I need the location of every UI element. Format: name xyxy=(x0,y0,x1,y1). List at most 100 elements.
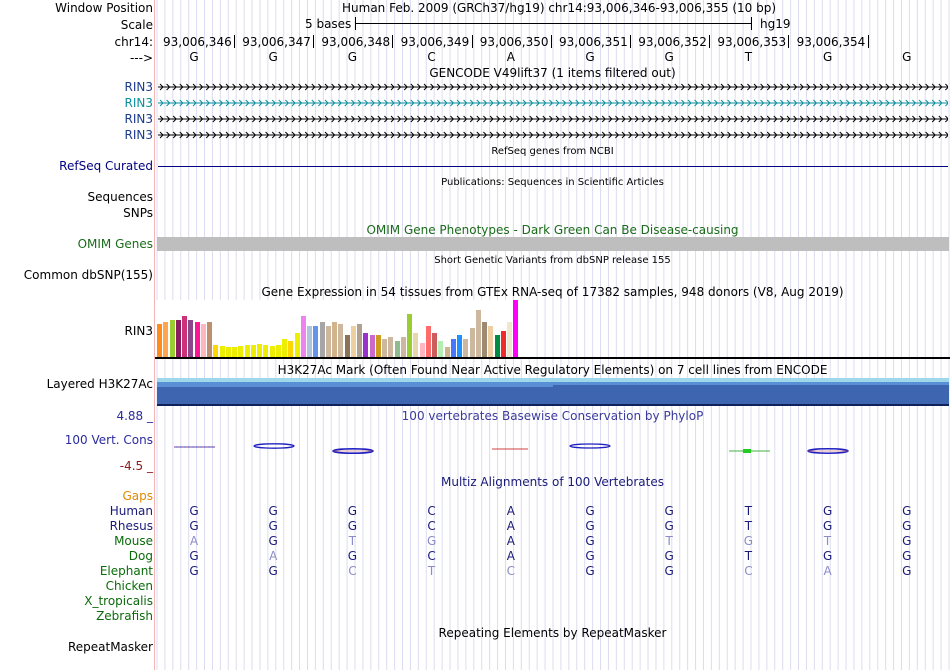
repeatmasker-track-label[interactable]: RepeatMasker xyxy=(67,640,153,654)
gtex-tissue-bar[interactable] xyxy=(213,345,219,357)
gtex-tissue-bar[interactable] xyxy=(394,341,400,357)
aligned-base: G xyxy=(585,504,595,518)
aligned-base: G xyxy=(426,534,437,548)
conservation-plot[interactable] xyxy=(157,438,949,458)
gtex-tissue-bar[interactable] xyxy=(288,341,294,357)
species-label[interactable]: Dog xyxy=(128,549,153,563)
gtex-tissue-bar[interactable] xyxy=(425,326,431,357)
gencode-transcript[interactable] xyxy=(158,112,948,126)
gtex-tissue-bar[interactable] xyxy=(319,322,325,357)
gaps-label[interactable]: Gaps xyxy=(122,489,153,503)
gtex-tissue-bar[interactable] xyxy=(232,347,237,357)
gencode-item-label[interactable]: RIN3 xyxy=(124,112,154,126)
gtex-tissue-bar[interactable] xyxy=(194,322,200,357)
gtex-tissue-bar[interactable] xyxy=(375,335,381,357)
gtex-tissue-bar[interactable] xyxy=(400,337,406,357)
gtex-tissue-bar[interactable] xyxy=(357,324,362,357)
refseq-gene-line[interactable] xyxy=(158,166,948,167)
gtex-tissue-bar[interactable] xyxy=(469,328,475,357)
gtex-tissue-bar[interactable] xyxy=(494,335,500,357)
gtex-tissue-bar[interactable] xyxy=(175,320,181,357)
chromosome-label: chr14: xyxy=(114,35,153,49)
gtex-tissue-bar[interactable] xyxy=(313,326,319,357)
species-label[interactable]: Elephant xyxy=(99,564,153,578)
gtex-tissue-bar[interactable] xyxy=(244,345,250,357)
gtex-tissue-bar[interactable] xyxy=(407,314,412,357)
gtex-tissue-bar[interactable] xyxy=(207,322,212,357)
gtex-tissue-bar[interactable] xyxy=(282,339,287,357)
snps-track-label[interactable]: SNPs xyxy=(123,206,153,220)
gtex-tissue-bar[interactable] xyxy=(344,335,350,357)
gtex-tissue-bar[interactable] xyxy=(157,324,162,357)
gtex-tissue-bar[interactable] xyxy=(250,345,256,357)
species-label[interactable]: X_tropicalis xyxy=(84,594,153,608)
gtex-tissue-bar[interactable] xyxy=(500,331,506,357)
gtex-expression-chart[interactable] xyxy=(157,300,537,357)
gtex-tissue-bar[interactable] xyxy=(350,326,356,357)
species-label[interactable]: Human xyxy=(109,504,153,518)
gtex-tissue-bar[interactable] xyxy=(338,324,344,357)
gencode-transcript[interactable] xyxy=(158,128,948,142)
gtex-tissue-bar[interactable] xyxy=(363,333,369,357)
aligned-base: G xyxy=(268,519,278,533)
gtex-tissue-bar[interactable] xyxy=(269,346,275,357)
gtex-tissue-bar[interactable] xyxy=(488,326,494,357)
refseq-track-label[interactable]: RefSeq Curated xyxy=(59,159,153,173)
gtex-tissue-bar[interactable] xyxy=(238,346,244,357)
omim-track-label[interactable]: OMIM Genes xyxy=(77,237,153,251)
gtex-tissue-bar[interactable] xyxy=(388,337,394,357)
aligned-base: G xyxy=(902,534,912,548)
gtex-track-label[interactable]: RIN3 xyxy=(124,324,154,338)
gtex-tissue-bar[interactable] xyxy=(300,316,306,357)
h3k27ac-signal[interactable] xyxy=(157,378,949,406)
gtex-tissue-bar[interactable] xyxy=(382,339,387,357)
sequences-track-label[interactable]: Sequences xyxy=(87,190,153,204)
gtex-tissue-bar[interactable] xyxy=(438,341,444,357)
reference-base: G xyxy=(347,50,358,64)
gtex-tissue-bar[interactable] xyxy=(450,339,456,357)
omim-gene-bar[interactable] xyxy=(157,237,949,251)
gtex-tissue-bar[interactable] xyxy=(225,347,231,357)
h3k27ac-track-label[interactable]: Layered H3K27Ac xyxy=(46,377,153,391)
gtex-tissue-bar[interactable] xyxy=(307,326,312,357)
repeatmasker-track-title: Repeating Elements by RepeatMasker xyxy=(438,626,667,640)
strand-chevrons xyxy=(159,131,948,139)
gtex-tissue-bar[interactable] xyxy=(294,333,300,357)
gtex-tissue-bar[interactable] xyxy=(369,335,375,357)
gtex-tissue-bar[interactable] xyxy=(200,324,206,357)
dbsnp-track-label[interactable]: Common dbSNP(155) xyxy=(23,268,153,282)
gtex-tissue-bar[interactable] xyxy=(219,346,225,357)
gtex-tissue-bar[interactable] xyxy=(507,322,512,357)
gtex-tissue-bar[interactable] xyxy=(513,300,519,357)
h3k27ac-layer xyxy=(553,382,949,385)
species-label[interactable]: Mouse xyxy=(114,534,153,548)
gencode-item-label[interactable]: RIN3 xyxy=(124,96,154,110)
gtex-tissue-bar[interactable] xyxy=(332,322,337,357)
aligned-base: C xyxy=(506,564,515,578)
gtex-tissue-bar[interactable] xyxy=(463,339,469,357)
gtex-tissue-bar[interactable] xyxy=(169,320,175,357)
gtex-tissue-bar[interactable] xyxy=(413,333,419,357)
gtex-tissue-bar[interactable] xyxy=(444,347,450,357)
gtex-tissue-bar[interactable] xyxy=(482,322,487,357)
gtex-tissue-bar[interactable] xyxy=(475,310,481,357)
species-label[interactable]: Chicken xyxy=(105,579,153,593)
gencode-item-label[interactable]: RIN3 xyxy=(124,80,154,94)
gtex-tissue-bar[interactable] xyxy=(457,335,462,357)
gtex-tissue-bar[interactable] xyxy=(419,343,425,357)
gtex-tissue-bar[interactable] xyxy=(182,316,187,357)
gencode-item-label[interactable]: RIN3 xyxy=(124,128,154,142)
gtex-tissue-bar[interactable] xyxy=(163,322,169,357)
aligned-base: G xyxy=(585,564,595,578)
gtex-tissue-bar[interactable] xyxy=(275,345,281,357)
species-label[interactable]: Rhesus xyxy=(109,519,153,533)
gtex-tissue-bar[interactable] xyxy=(432,333,437,357)
gencode-transcript[interactable] xyxy=(158,80,948,94)
gtex-tissue-bar[interactable] xyxy=(257,344,262,357)
conservation-track-label[interactable]: 100 Vert. Cons xyxy=(64,433,153,447)
gtex-tissue-bar[interactable] xyxy=(325,326,331,357)
species-label[interactable]: Zebrafish xyxy=(96,609,153,623)
gtex-tissue-bar[interactable] xyxy=(188,320,194,357)
gtex-tissue-bar[interactable] xyxy=(263,345,269,357)
gencode-transcript[interactable] xyxy=(158,96,948,110)
